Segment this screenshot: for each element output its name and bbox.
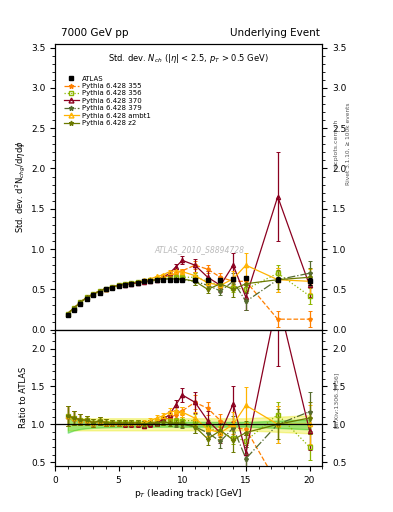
X-axis label: p$_T$ (leading track) [GeV]: p$_T$ (leading track) [GeV] [134, 487, 243, 500]
Text: ATLAS_2010_S8894728: ATLAS_2010_S8894728 [154, 245, 244, 254]
Text: [arXiv:1306.3436]: [arXiv:1306.3436] [334, 371, 338, 428]
Text: mcplots.cern.ch: mcplots.cern.ch [334, 118, 338, 168]
Text: Rivet 3.1.10, ≥ 100k events: Rivet 3.1.10, ≥ 100k events [345, 102, 350, 185]
Text: Std. dev. $N_{ch}$ ($|\eta|$ < 2.5, $p_T$ > 0.5 GeV): Std. dev. $N_{ch}$ ($|\eta|$ < 2.5, $p_T… [108, 52, 269, 65]
Text: 7000 GeV pp: 7000 GeV pp [61, 28, 129, 38]
Y-axis label: Ratio to ATLAS: Ratio to ATLAS [19, 367, 28, 429]
Text: Underlying Event: Underlying Event [230, 28, 320, 38]
Y-axis label: Std. dev. d$^2$N$_{chg}$/d$\eta$d$\phi$: Std. dev. d$^2$N$_{chg}$/d$\eta$d$\phi$ [14, 140, 28, 233]
Legend: ATLAS, Pythia 6.428 355, Pythia 6.428 356, Pythia 6.428 370, Pythia 6.428 379, P: ATLAS, Pythia 6.428 355, Pythia 6.428 35… [64, 76, 151, 126]
